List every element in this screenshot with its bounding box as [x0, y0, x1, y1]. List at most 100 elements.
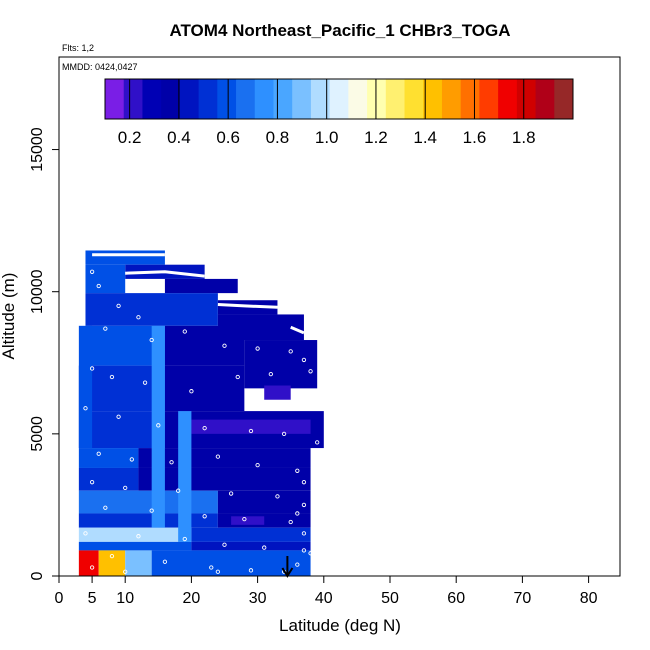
sample-point: [235, 374, 240, 380]
colorbar-swatch: [460, 79, 480, 119]
sample-point: [308, 406, 313, 411]
heatmap-cell: [125, 550, 152, 576]
sample-point: [142, 380, 148, 385]
sample-point: [89, 565, 95, 570]
heatmap-cell: [78, 365, 165, 412]
colorbar-swatch: [142, 79, 162, 119]
sample-point: [149, 508, 154, 513]
sample-point: [96, 283, 101, 289]
heatmap-cell: [78, 448, 139, 468]
x-tick-label: 30: [249, 590, 267, 607]
colorbar-swatch: [516, 79, 537, 119]
sample-point: [83, 531, 88, 536]
heatmap-cell: [231, 516, 265, 525]
colorbar-swatch: [179, 79, 200, 119]
sample-point: [215, 569, 221, 574]
heatmap-cell: [164, 365, 245, 412]
heatmap-cell: [78, 467, 139, 491]
sample-point: [248, 428, 254, 434]
sample-point: [116, 414, 121, 419]
heatmap-cell: [78, 411, 165, 449]
colorbar-swatch: [423, 79, 443, 119]
axes: 0 5 10 20 30 40 50 60 70 80 0 5000 10000 15000: [29, 127, 598, 607]
sample-point: [295, 468, 300, 473]
colorbar-swatch: [105, 79, 125, 119]
heatmap-cell: [78, 541, 192, 551]
sample-point: [222, 542, 227, 547]
dates-note: MMDD: 0424,0427: [62, 62, 138, 72]
sample-point: [228, 491, 234, 496]
flight-track: [290, 325, 305, 335]
x-tick-label: 80: [580, 590, 598, 607]
sample-point: [308, 369, 313, 374]
colorbar-frame: [104, 78, 574, 120]
heatmap-cell: [85, 250, 165, 265]
colorbar-tick-label: 1.8: [512, 128, 536, 147]
sample-point: [109, 553, 115, 559]
colorbar-swatch: [329, 79, 349, 119]
sample-point: [162, 559, 168, 564]
heatmap-cell: [85, 293, 218, 326]
heatmap-cell: [78, 527, 192, 542]
colorbar-swatch: [535, 79, 555, 119]
sample-point: [281, 431, 287, 436]
sample-point: [89, 480, 95, 485]
sample-point: [308, 551, 313, 556]
colorbar-swatch: [254, 79, 274, 119]
sample-point: [136, 534, 141, 539]
colorbar: 0.2 0.4 0.6 0.8 1.0 1.2 1.4 1.6 1.8: [104, 78, 574, 147]
colorbar-swatch: [348, 79, 368, 119]
sample-point: [176, 488, 181, 493]
sample-point: [255, 462, 260, 468]
heatmap-cell: [164, 325, 245, 366]
heatmap-cell: [164, 278, 238, 294]
colorbar-tick-label: 0.4: [167, 128, 191, 147]
sample-point: [202, 426, 207, 431]
sample-point: [301, 480, 307, 485]
colorbar-swatch: [198, 79, 218, 119]
heatmap-cell: [178, 411, 192, 542]
colorbar-swatch: [479, 79, 499, 119]
sample-point: [222, 343, 227, 348]
heatmap-cell: [244, 340, 318, 389]
colorbar-tick-label: 0.8: [266, 128, 290, 147]
sample-point: [315, 440, 320, 445]
sample-point: [96, 451, 101, 456]
colorbar-swatch: [367, 79, 387, 119]
colorbar-swatch: [123, 79, 143, 119]
colorbar-swatch: [441, 79, 462, 119]
flight-track: [125, 270, 205, 278]
colorbar-swatch: [161, 79, 181, 119]
sample-point: [268, 371, 273, 377]
x-axis-label: Latitude (deg N): [279, 616, 401, 635]
heatmap-cell: [78, 325, 93, 449]
sample-point: [301, 357, 307, 363]
sample-point: [109, 374, 115, 380]
sample-point: [215, 454, 221, 459]
heatmap-cell: [264, 385, 291, 400]
sample-point: [116, 303, 121, 309]
flights-note: Flts: 1,2: [62, 43, 94, 53]
x-tick-label: 40: [315, 590, 333, 607]
sample-point: [182, 536, 187, 542]
plot-frame: [58, 56, 621, 577]
colorbar-tick-label: 1.6: [463, 128, 487, 147]
x-tick-label: 10: [116, 590, 134, 607]
y-tick-label: 5000: [29, 416, 46, 452]
heatmap-cell: [191, 527, 311, 542]
sample-point: [301, 531, 307, 536]
sample-point: [182, 329, 187, 334]
colorbar-tick-label: 1.0: [315, 128, 339, 147]
sample-point: [89, 366, 95, 371]
sample-point: [169, 460, 174, 465]
sample-point: [315, 394, 320, 400]
sample-point: [295, 391, 300, 397]
sample-point: [136, 315, 141, 320]
sample-point: [149, 337, 154, 343]
sample-point: [255, 346, 260, 351]
heatmap-cell: [191, 419, 311, 434]
sample-point: [248, 568, 254, 573]
sample-point: [295, 562, 300, 567]
colorbar-swatch: [310, 79, 331, 119]
